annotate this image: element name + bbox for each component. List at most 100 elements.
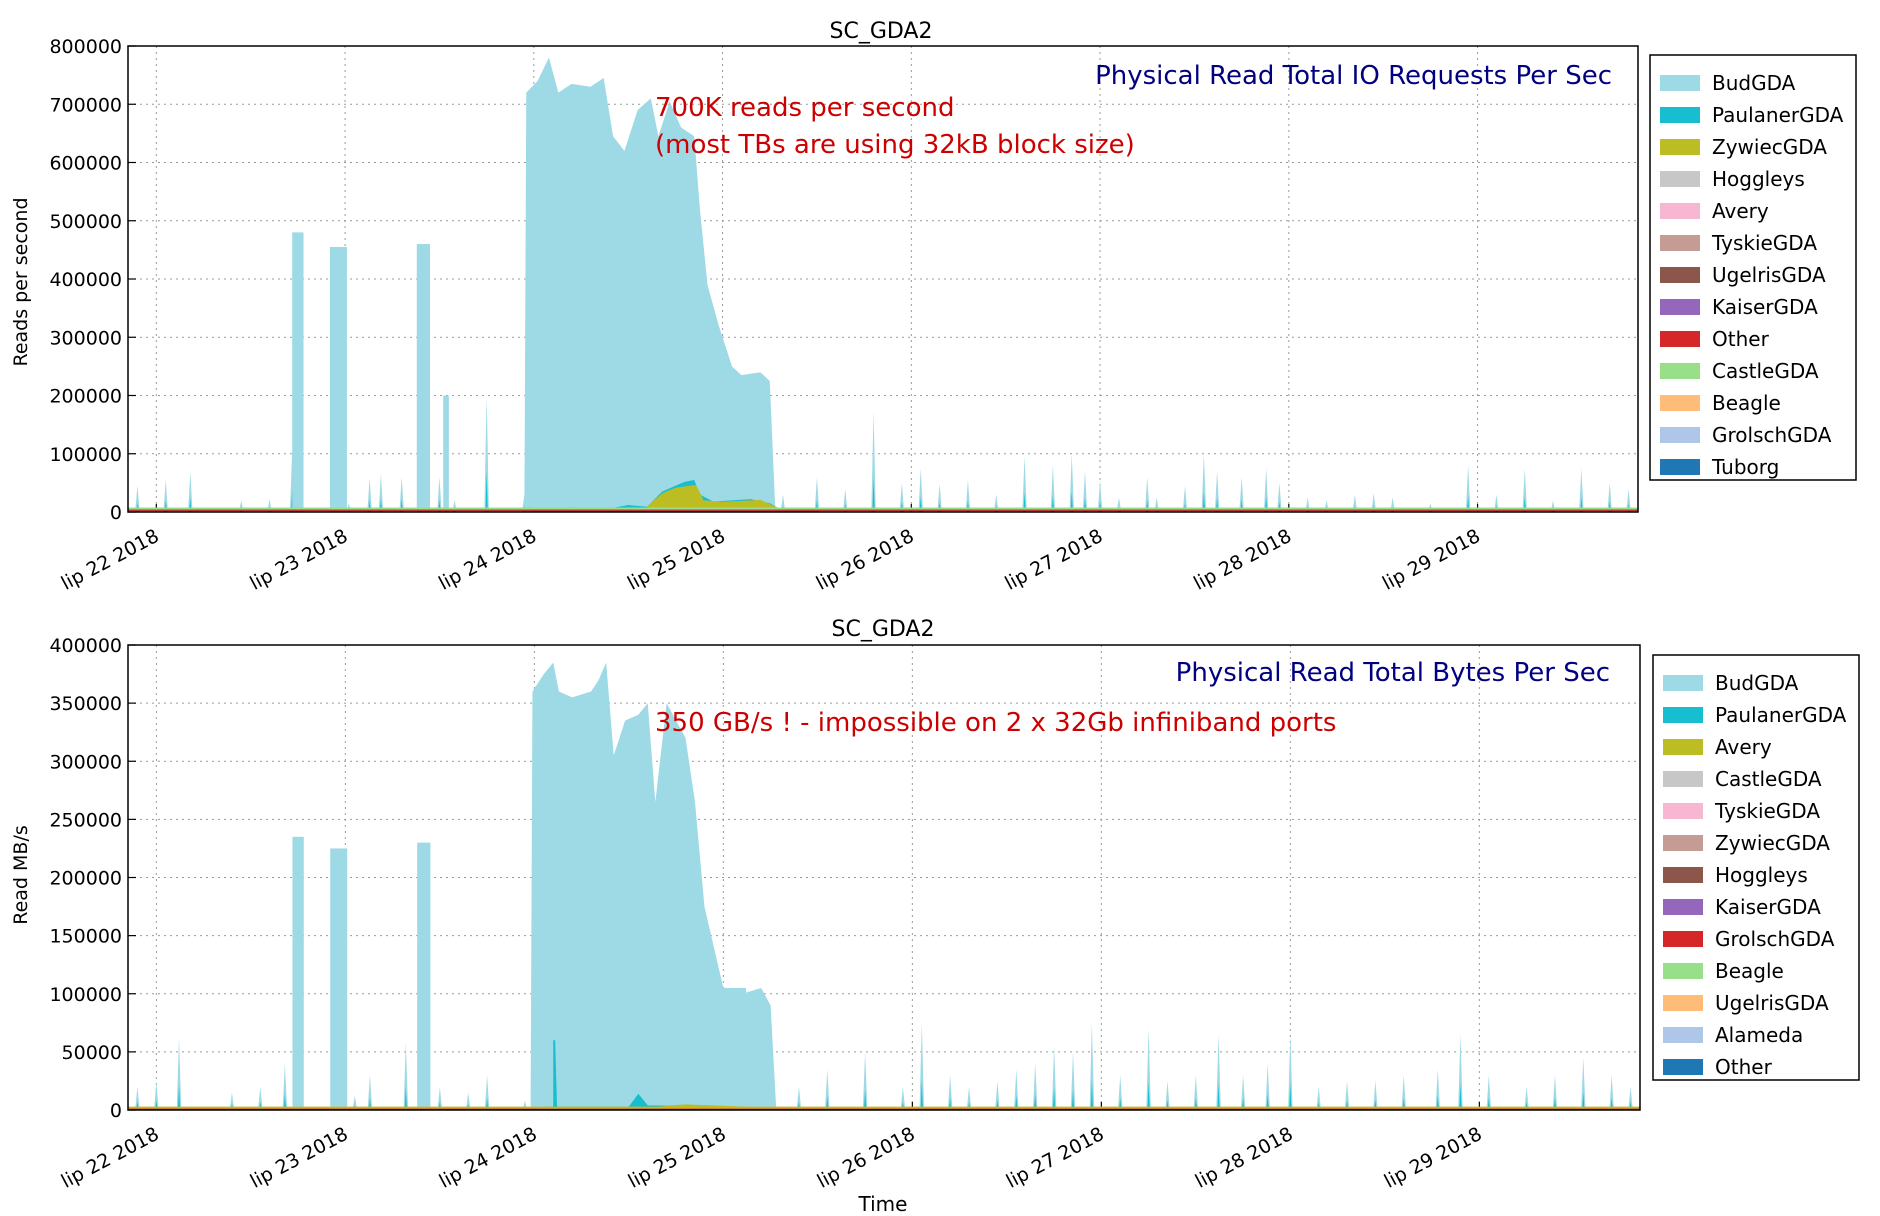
spike: [367, 478, 372, 512]
spike: [947, 1075, 953, 1110]
legend-label: TyskieGDA: [1711, 231, 1817, 255]
legend-swatch: [1660, 139, 1700, 155]
spike: [1607, 482, 1612, 512]
spike: [188, 472, 193, 512]
spike: [995, 1080, 1000, 1110]
spike: [1014, 1069, 1019, 1110]
legend-swatch: [1660, 107, 1700, 123]
legend-label: GrolschGDA: [1715, 927, 1835, 951]
spike-inner: [1015, 1095, 1018, 1110]
spike: [1465, 465, 1471, 512]
x-tick-label: lip 24 2018: [435, 525, 540, 595]
legend-swatch: [1663, 707, 1703, 723]
spike: [1628, 1086, 1633, 1110]
spike: [1371, 493, 1377, 512]
legend-swatch: [1663, 803, 1703, 819]
spike-inner: [863, 1089, 867, 1110]
spike: [1316, 1086, 1321, 1110]
burst: [292, 232, 304, 512]
spike-inner: [1436, 1095, 1439, 1110]
y-tick-label: 100000: [49, 444, 122, 466]
legend-label: BudGDA: [1712, 71, 1796, 95]
spike: [399, 477, 404, 512]
spike: [1435, 1069, 1441, 1110]
legend-swatch: [1660, 363, 1700, 379]
x-tick-label: lip 26 2018: [813, 525, 918, 595]
legend-swatch: [1663, 771, 1703, 787]
legend-label: ZywiecGDA: [1715, 831, 1830, 855]
burst: [330, 848, 348, 1110]
spike-inner: [177, 1084, 181, 1110]
x-tick-label: lip 27 2018: [1003, 1123, 1108, 1193]
legend-swatch: [1660, 75, 1700, 91]
spike-inner: [1217, 1083, 1220, 1110]
spike-inner: [1034, 1093, 1037, 1110]
legend-swatch: [1663, 835, 1703, 851]
legend-label: CastleGDA: [1715, 767, 1822, 791]
legend-label: Alameda: [1715, 1023, 1803, 1047]
spike: [1344, 1080, 1350, 1110]
y-axis-label: Reads per second: [10, 197, 32, 366]
spike: [919, 1022, 925, 1110]
legend-swatch: [1663, 1027, 1703, 1043]
y-tick-label: 0: [110, 502, 122, 524]
axes-frame: [127, 644, 1641, 1111]
legend-swatch: [1660, 459, 1700, 475]
y-tick-label: 400000: [49, 635, 122, 657]
x-tick-label: lip 25 2018: [624, 525, 729, 595]
spike-inner: [1266, 1093, 1269, 1110]
spike-inner: [1052, 1087, 1056, 1110]
y-tick-label: 50000: [62, 1042, 122, 1064]
annotation-note-line1: 350 GB/s ! - impossible on 2 x 32Gb infi…: [655, 708, 1336, 738]
spike: [1458, 1034, 1463, 1110]
spike: [135, 1086, 140, 1110]
x-tick-label: lip 25 2018: [625, 1123, 730, 1193]
spike: [258, 1086, 263, 1110]
spike: [1089, 1022, 1095, 1110]
spike: [465, 1092, 471, 1110]
spike-inner: [1202, 491, 1206, 512]
spike: [352, 1096, 358, 1110]
spike: [135, 485, 140, 512]
main-block: [530, 662, 777, 1110]
spike: [937, 484, 942, 512]
legend-swatch: [1663, 995, 1703, 1011]
legend-label: KaiserGDA: [1715, 895, 1821, 919]
spike: [1022, 456, 1027, 512]
spike: [965, 479, 971, 512]
chart-title: SC_GDA2: [832, 617, 935, 642]
spike: [1193, 1075, 1199, 1110]
spike: [918, 468, 924, 512]
spike-inner: [1071, 1089, 1075, 1110]
legend-label: KaiserGDA: [1712, 295, 1818, 319]
burst: [417, 842, 431, 1110]
spike: [367, 1075, 373, 1110]
spike: [1146, 1028, 1151, 1110]
y-tick-label: 200000: [49, 386, 122, 408]
plot-area: 0 100000 200000 300000 400000 500000 600000 700…: [49, 36, 1639, 595]
legend-label: PaulanerGDA: [1715, 703, 1847, 727]
axes-frame: [127, 45, 1639, 513]
spike: [1117, 1075, 1123, 1110]
spike-inner: [1289, 1083, 1292, 1110]
spike-inner: [1582, 1091, 1585, 1110]
annotation-note-line1: 700K reads per second: [655, 93, 954, 123]
legend-swatch: [1663, 675, 1703, 691]
spike-inner: [1070, 491, 1073, 512]
spike-inner: [872, 476, 875, 512]
legend-label: Hoggleys: [1712, 167, 1805, 191]
y-tick-label: 250000: [49, 809, 122, 831]
spike-inner: [1090, 1079, 1094, 1110]
spike: [378, 474, 384, 512]
annotation-note-line2: (most TBs are using 32kB block size): [655, 130, 1135, 160]
spike: [1097, 479, 1103, 512]
legend-swatch: [1660, 427, 1700, 443]
spike: [229, 1092, 235, 1110]
burst: [329, 246, 347, 512]
legend-label: CastleGDA: [1712, 359, 1819, 383]
legend-label: Avery: [1712, 199, 1769, 223]
spike: [176, 1037, 182, 1110]
x-tick-label: lip 22 2018: [58, 525, 163, 595]
spike: [403, 1042, 409, 1110]
